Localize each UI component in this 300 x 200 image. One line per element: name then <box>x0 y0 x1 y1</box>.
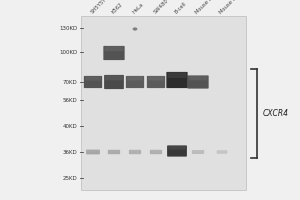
FancyBboxPatch shape <box>168 146 186 150</box>
Text: 130KD: 130KD <box>59 25 77 30</box>
Text: Mouse lung: Mouse lung <box>218 0 243 15</box>
FancyBboxPatch shape <box>85 76 101 81</box>
FancyBboxPatch shape <box>103 46 125 60</box>
FancyBboxPatch shape <box>105 46 124 51</box>
FancyBboxPatch shape <box>127 76 143 81</box>
FancyBboxPatch shape <box>167 145 187 157</box>
FancyBboxPatch shape <box>108 150 120 154</box>
Text: 25KD: 25KD <box>63 176 77 180</box>
FancyBboxPatch shape <box>129 150 141 154</box>
FancyBboxPatch shape <box>105 75 123 80</box>
Text: Mouse thymus: Mouse thymus <box>194 0 225 15</box>
FancyBboxPatch shape <box>168 72 187 78</box>
Text: SH5Y5Y: SH5Y5Y <box>89 0 107 15</box>
FancyBboxPatch shape <box>147 76 165 88</box>
Circle shape <box>133 27 137 31</box>
FancyBboxPatch shape <box>192 150 204 154</box>
FancyBboxPatch shape <box>217 150 227 154</box>
Text: 100KD: 100KD <box>59 49 77 54</box>
Text: 36KD: 36KD <box>63 150 77 154</box>
FancyBboxPatch shape <box>166 72 188 88</box>
Text: 40KD: 40KD <box>63 123 77 129</box>
FancyBboxPatch shape <box>148 76 164 81</box>
Text: 70KD: 70KD <box>63 79 77 84</box>
Text: HeLa: HeLa <box>131 2 144 15</box>
FancyBboxPatch shape <box>188 75 209 89</box>
FancyBboxPatch shape <box>126 76 144 88</box>
Text: CXCR4: CXCR4 <box>262 109 289 118</box>
FancyBboxPatch shape <box>189 76 208 80</box>
FancyBboxPatch shape <box>86 150 100 154</box>
FancyBboxPatch shape <box>104 75 124 89</box>
FancyBboxPatch shape <box>84 76 102 88</box>
FancyBboxPatch shape <box>150 150 162 154</box>
Text: B-cell: B-cell <box>173 1 187 15</box>
Bar <box>81 16 246 190</box>
Text: SW480: SW480 <box>152 0 169 15</box>
Text: K562: K562 <box>110 2 124 15</box>
Text: 56KD: 56KD <box>63 98 77 102</box>
